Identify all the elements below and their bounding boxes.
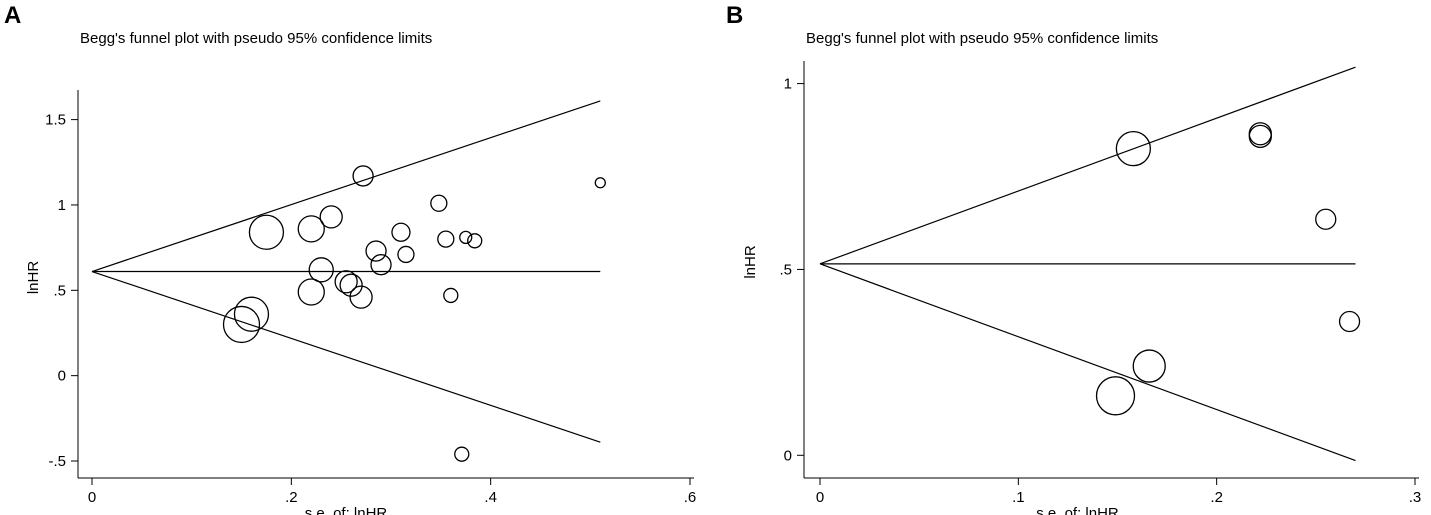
a-study-point — [297, 278, 325, 306]
a-y-tick-label: 1 — [58, 197, 66, 214]
a-study-point — [222, 305, 261, 344]
a-study-point — [365, 240, 387, 262]
a-study-point — [397, 245, 415, 264]
b-lower-confidence-limit-line — [819, 263, 1356, 462]
a-study-point — [430, 194, 448, 212]
b-y-axis-label: lnHR — [742, 245, 759, 279]
a-study-point — [391, 222, 411, 242]
b-upper-confidence-limit-line — [819, 66, 1356, 265]
a-x-tick-label: .6 — [684, 489, 697, 506]
b-study-point — [1338, 310, 1361, 333]
b-x-tick-label: .3 — [1409, 489, 1422, 506]
panel-letter-b: B — [726, 2, 744, 29]
b-x-tick-label: .1 — [1012, 489, 1025, 506]
a-upper-confidence-limit-line — [91, 100, 601, 273]
a-study-point — [297, 215, 325, 243]
funnel-plot-b: Begg's funnel plot with pseudo 95% confi… — [742, 30, 1422, 515]
a-study-point — [443, 287, 459, 304]
a-x-tick-label: 0 — [88, 489, 96, 506]
b-study-point — [1132, 349, 1166, 383]
a-study-point — [319, 205, 343, 229]
b-study-point — [1115, 130, 1152, 167]
a-study-point — [248, 214, 285, 250]
b-study-point — [1095, 376, 1136, 416]
a-study-point — [349, 285, 373, 309]
a-study-point — [459, 230, 473, 245]
b-study-point — [1315, 208, 1337, 230]
a-lower-confidence-limit-line — [91, 270, 601, 443]
funnel-plot-a: Begg's funnel plot with pseudo 95% confi… — [25, 30, 697, 515]
panel-letter-a: A — [4, 2, 22, 29]
b-chart-title: Begg's funnel plot with pseudo 95% confi… — [806, 30, 1158, 47]
a-study-point — [454, 446, 470, 462]
a-x-tick-label: .2 — [285, 489, 298, 506]
a-study-point — [594, 177, 606, 189]
b-x-tick-label: .2 — [1210, 489, 1223, 506]
b-y-tick-label: .5 — [779, 261, 792, 278]
a-study-point — [334, 270, 358, 294]
b-x-axis-label: s.e. of: lnHR — [1036, 505, 1119, 515]
b-study-point — [1248, 124, 1272, 149]
b-y-tick-label: 1 — [784, 76, 792, 93]
a-study-point — [352, 165, 374, 187]
a-y-tick-label: -.5 — [48, 453, 66, 470]
a-x-axis-label: s.e. of: lnHR — [305, 505, 388, 515]
a-study-point — [437, 230, 455, 248]
a-study-point — [308, 257, 334, 283]
a-y-tick-label: 1.5 — [45, 112, 66, 129]
a-x-tick-label: .4 — [484, 489, 497, 506]
b-study-point — [1248, 122, 1272, 146]
a-study-point — [370, 254, 392, 276]
a-study-point — [233, 296, 270, 332]
b-x-tick-label: 0 — [816, 489, 824, 506]
a-chart-title: Begg's funnel plot with pseudo 95% confi… — [80, 30, 432, 47]
a-y-tick-label: 0 — [58, 368, 66, 385]
b-y-tick-label: 0 — [784, 447, 792, 464]
a-study-point — [339, 273, 363, 297]
a-study-point — [467, 233, 483, 249]
a-y-tick-label: .5 — [53, 282, 66, 299]
a-y-axis-label: lnHR — [25, 261, 42, 295]
